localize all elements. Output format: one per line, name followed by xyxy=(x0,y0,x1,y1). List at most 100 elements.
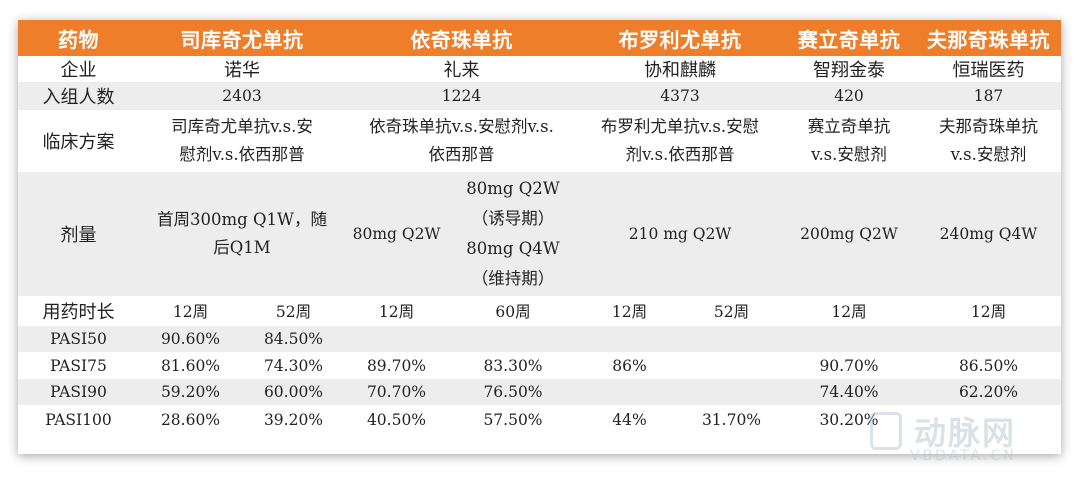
pasi-cell: 30.20% xyxy=(819,410,879,429)
company-cell: 恒瑞医药 xyxy=(952,60,1025,81)
header-drug: 夫那奇珠单抗 xyxy=(916,20,1061,56)
duration-cell: 12周 xyxy=(970,303,1007,321)
duration-cell: 12周 xyxy=(831,303,867,321)
pasi-cell: 86% xyxy=(612,356,647,375)
regimen-cell: 依奇珠单抗v.s.安慰剂v.s. 依西那普 xyxy=(345,110,578,172)
regimen-cell: 赛立奇单抗 v.s.安慰剂 xyxy=(782,110,916,172)
pasi-cell xyxy=(916,326,1061,352)
drug-comparison-table: 药物 司库奇尤单抗 依奇珠单抗 布罗利尤单抗 赛立奇单抗 夫那奇珠单抗 企业 诺… xyxy=(18,20,1061,434)
dose-line: 首周300mg Q1W，随 xyxy=(157,210,327,229)
pasi-cell: 39.20% xyxy=(263,410,324,429)
pasi-cell xyxy=(578,379,681,405)
company-cell: 诺华 xyxy=(224,60,260,81)
regimen-cell: 夫那奇珠单抗 v.s.安慰剂 xyxy=(916,110,1061,172)
regimen-cell: 司库奇尤单抗v.s.安 慰剂v.s.依西那普 xyxy=(139,110,345,172)
row-label: PASI90 xyxy=(50,383,107,401)
pasi-cell: 57.50% xyxy=(483,410,543,429)
header-drug: 司库奇尤单抗 xyxy=(139,20,345,56)
pasi-cell xyxy=(448,326,578,352)
pasi-cell: 74.40% xyxy=(819,383,879,401)
regimen-line: 依西那普 xyxy=(428,145,495,164)
pasi-cell: 83.30% xyxy=(483,356,543,375)
enrollment-cell: 187 xyxy=(973,87,1004,105)
enrollment-row: 入组人数 2403 1224 4373 420 187 xyxy=(18,82,1061,110)
pasi-cell: 59.20% xyxy=(160,383,221,401)
regimen-line: 司库奇尤单抗v.s.安 xyxy=(171,117,313,136)
regimen-line: 慰剂v.s.依西那普 xyxy=(179,145,305,164)
regimen-line: 布罗利尤单抗v.s.安慰 xyxy=(600,117,760,136)
pasi-cell: 31.70% xyxy=(701,410,762,429)
pasi-cell: 90.70% xyxy=(819,356,879,375)
duration-cell: 60周 xyxy=(495,303,531,321)
duration-cell: 12周 xyxy=(172,303,209,321)
pasi-cell: 74.30% xyxy=(263,356,324,375)
duration-cell: 52周 xyxy=(275,303,312,321)
row-label: PASI50 xyxy=(50,330,107,348)
row-label: 用药时长 xyxy=(42,302,115,323)
pasi90-row: PASI90 59.20% 60.00% 70.70% 76.50% 74.40… xyxy=(18,379,1061,405)
dose-cell: 200mg Q2W xyxy=(800,225,898,243)
pasi-cell xyxy=(681,352,782,379)
regimen-line: 赛立奇单抗 xyxy=(807,117,891,136)
dose-line: （诱导期） xyxy=(471,209,555,228)
header-row: 药物 司库奇尤单抗 依奇珠单抗 布罗利尤单抗 赛立奇单抗 夫那奇珠单抗 xyxy=(18,20,1061,56)
pasi-cell xyxy=(578,326,681,352)
regimen-line: 依奇珠单抗v.s.安慰剂v.s. xyxy=(369,117,554,136)
company-cell: 智翔金泰 xyxy=(813,60,885,81)
pasi-cell xyxy=(681,326,782,352)
dose-line: （维持期） xyxy=(471,269,555,288)
pasi-cell xyxy=(345,326,448,352)
pasi-cell: 90.60% xyxy=(160,330,221,348)
pasi50-row: PASI50 90.60% 84.50% xyxy=(18,326,1061,352)
dose-cell: 80mg Q2W xyxy=(352,225,441,243)
regimen-line: 夫那奇珠单抗 xyxy=(939,117,1038,136)
pasi100-row: PASI100 28.60% 39.20% 40.50% 57.50% 44% … xyxy=(18,405,1061,434)
regimen-cell: 布罗利尤单抗v.s.安慰 剂v.s.依西那普 xyxy=(578,110,782,172)
pasi75-row: PASI75 81.60% 74.30% 89.70% 83.30% 86% 9… xyxy=(18,352,1061,379)
company-cell: 协和麒麟 xyxy=(644,60,716,81)
header-drug: 布罗利尤单抗 xyxy=(578,20,782,56)
company-row: 企业 诺华 礼来 协和麒麟 智翔金泰 恒瑞医药 xyxy=(18,56,1061,82)
pasi-cell: 70.70% xyxy=(366,383,427,401)
pasi-cell xyxy=(681,379,782,405)
pasi-cell: 76.50% xyxy=(483,383,543,401)
row-label: PASI75 xyxy=(50,356,107,375)
row-label: 剂量 xyxy=(60,225,97,246)
pasi-cell xyxy=(916,405,1061,434)
pasi-cell: 89.70% xyxy=(366,356,427,375)
dose-line: 80mg Q2W xyxy=(466,179,560,198)
dose-cell: 210 mg Q2W xyxy=(628,225,732,243)
duration-cell: 52周 xyxy=(713,303,750,321)
row-label: 临床方案 xyxy=(42,132,115,153)
pasi-cell: 62.20% xyxy=(958,383,1019,401)
duration-cell: 12周 xyxy=(378,303,415,321)
enrollment-cell: 4373 xyxy=(660,87,700,105)
duration-cell: 12周 xyxy=(611,303,648,321)
pasi-cell: 60.00% xyxy=(263,383,324,401)
regimen-line: 剂v.s.依西那普 xyxy=(625,145,735,164)
company-cell: 礼来 xyxy=(443,60,480,81)
dose-line: 80mg Q4W xyxy=(466,239,560,258)
header-drug: 赛立奇单抗 xyxy=(782,20,916,56)
drug-comparison-table-frame: 药物 司库奇尤单抗 依奇珠单抗 布罗利尤单抗 赛立奇单抗 夫那奇珠单抗 企业 诺… xyxy=(18,20,1061,454)
enrollment-cell: 2403 xyxy=(222,87,262,105)
header-label: 药物 xyxy=(18,20,139,56)
regimen-line: v.s.安慰剂 xyxy=(950,145,1027,164)
pasi-cell: 44% xyxy=(612,410,647,429)
dose-row: 剂量 首周300mg Q1W，随 后Q1M 80mg Q2W 80mg Q2W … xyxy=(18,172,1061,296)
row-label: 入组人数 xyxy=(42,87,115,108)
dose-cell: 80mg Q2W （诱导期） 80mg Q4W （维持期） xyxy=(448,172,578,296)
enrollment-cell: 1224 xyxy=(441,87,482,105)
header-drug: 依奇珠单抗 xyxy=(345,20,578,56)
pasi-cell xyxy=(782,326,916,352)
dose-cell: 240mg Q4W xyxy=(939,225,1038,243)
row-label: 企业 xyxy=(60,60,97,81)
regimen-line: v.s.安慰剂 xyxy=(811,145,887,164)
pasi-cell: 40.50% xyxy=(366,410,427,429)
dose-line: 后Q1M xyxy=(213,238,271,257)
pasi-cell: 81.60% xyxy=(160,356,221,375)
row-label: PASI100 xyxy=(45,410,112,429)
duration-row: 用药时长 12周 52周 12周 60周 12周 52周 12周 12周 xyxy=(18,296,1061,326)
pasi-cell: 86.50% xyxy=(958,356,1019,375)
pasi-cell: 84.50% xyxy=(263,330,324,348)
